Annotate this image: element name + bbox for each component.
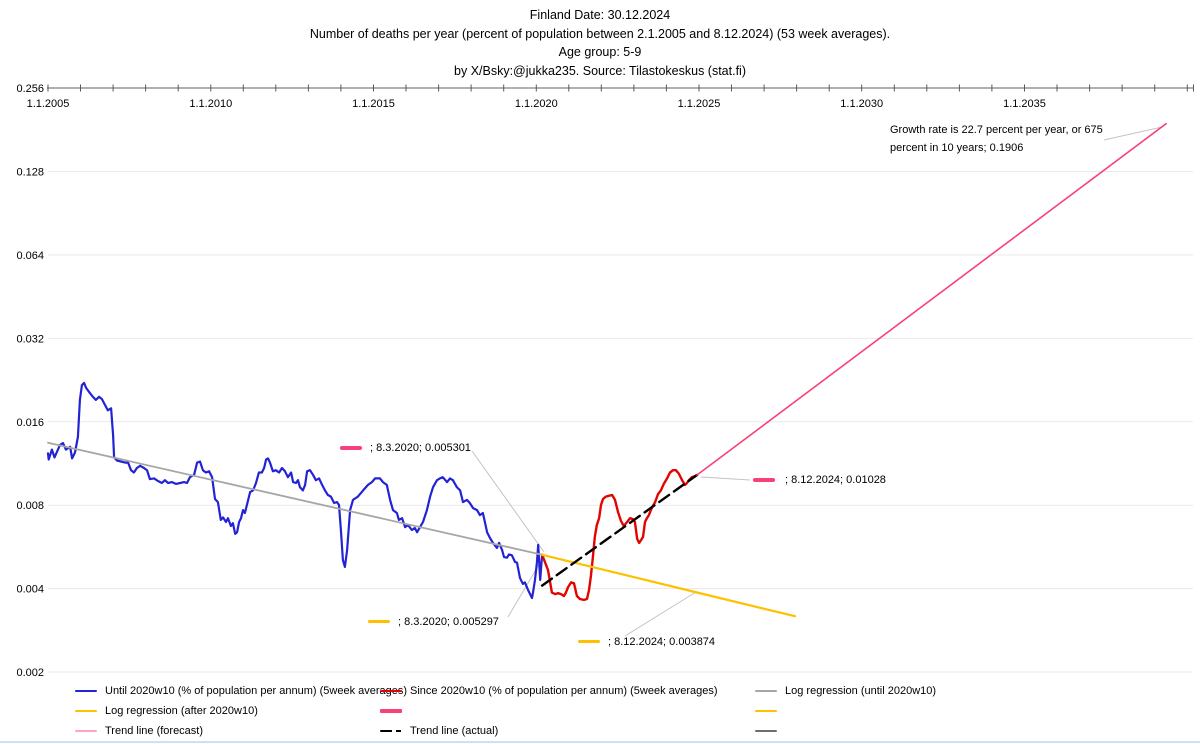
chart-title-block: Finland Date: 30.12.2024 Number of death… (0, 6, 1200, 80)
annotation-marker-pink (753, 478, 775, 482)
series-trend-line-forecast (696, 122, 1167, 476)
series-since-2020w10-of-population-per-annum-5week-averages (540, 469, 699, 602)
annotation-leader-line (471, 450, 545, 553)
annotation-leader-line (700, 476, 751, 481)
x-axis-label: 1.1.2015 (352, 98, 395, 110)
annotation-label: ; 8.12.2024; 0.003874 (608, 636, 716, 648)
series-log-regression-until-2020w10 (47, 441, 543, 556)
y-axis-label: 0.002 (16, 667, 44, 679)
annotation-label: ; 8.3.2020; 0.005297 (398, 616, 499, 628)
annotation-label: ; 8.12.2024; 0.01028 (785, 474, 886, 486)
growth-note-line-2: percent in 10 years; 0.1906 (890, 142, 1024, 154)
annotation-marker-pink (340, 446, 362, 450)
y-axis-label: 0.032 (16, 333, 44, 345)
y-axis-label: 0.016 (16, 417, 44, 429)
x-axis-label: 1.1.2010 (189, 98, 232, 110)
chart-bottom-border (0, 741, 1200, 743)
annotation-leader-line (1103, 126, 1163, 141)
title-line-country-date: Finland Date: 30.12.2024 (529, 8, 671, 22)
x-axis-label: 1.1.2025 (678, 98, 721, 110)
growth-note: Growth rate is 22.7 percent per year, or… (890, 121, 1140, 157)
annotation-leader-line (624, 591, 697, 637)
title-line-source: by X/Bsky:@jukka235. Source: Tilastokesk… (454, 63, 746, 78)
x-axis-label: 1.1.2020 (515, 98, 558, 110)
y-axis-label: 0.004 (16, 584, 44, 596)
growth-note-line-1: Growth rate is 22.7 percent per year, or… (890, 124, 1103, 136)
y-axis-label: 0.256 (16, 83, 44, 95)
y-axis-label: 0.064 (16, 250, 44, 262)
series-log-regression-after-2020w10 (541, 553, 797, 618)
x-axis-label: 1.1.2035 (1003, 98, 1046, 110)
y-axis-label: 0.128 (16, 167, 44, 179)
annotation-label: ; 8.3.2020; 0.005301 (370, 442, 471, 454)
title-line-description: Number of deaths per year (percent of po… (309, 26, 891, 41)
x-axis-label: 1.1.2005 (27, 98, 70, 110)
annotation-marker-gold (368, 620, 390, 623)
annotation-marker-gold (578, 640, 600, 643)
title-line-age-group: Age group: 5-9 (558, 45, 642, 59)
x-axis-label: 1.1.2030 (840, 98, 883, 110)
series-trend-line-actual (540, 473, 699, 587)
series-until-2020w10-of-population-per-annum-5week-averages (46, 381, 544, 600)
y-axis-label: 0.008 (16, 500, 44, 512)
